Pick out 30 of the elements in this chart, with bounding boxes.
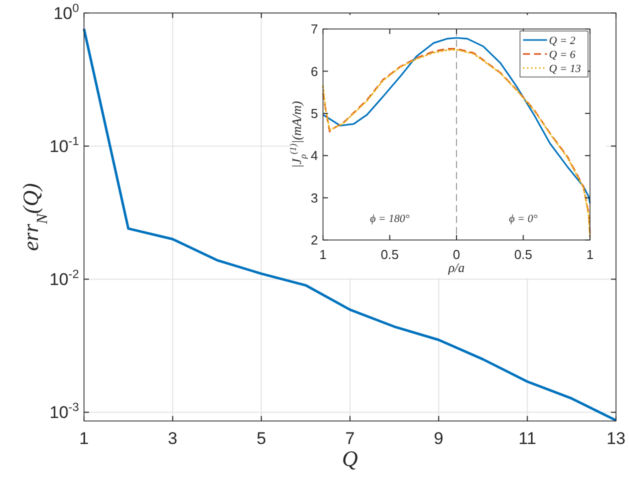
x-axis-title: ρ/a: [447, 260, 466, 275]
x-tick-label: 9: [434, 429, 444, 448]
x-tick-label: 0.5: [514, 247, 532, 262]
x-tick-label: 5: [256, 429, 266, 448]
y-tick-label: 10$^{0}$: [53, 0, 80, 23]
legend-label: Q = 2: [549, 35, 576, 47]
legend-label: Q = 6: [549, 49, 576, 61]
x-tick-label: 11: [518, 429, 536, 448]
x-tick-label: 0.5: [380, 247, 399, 262]
x-tick-label: 7: [345, 429, 355, 448]
x-tick-label: 0: [452, 247, 460, 262]
legend-label: Q = 13: [549, 63, 582, 75]
y-tick-label: 3: [310, 190, 318, 206]
y-tick-label: 5: [310, 106, 318, 121]
annotation: ϕ = 180°: [370, 213, 410, 225]
y-tick-label: 10$^{-2}$: [50, 267, 80, 290]
line-series: [322, 37, 591, 204]
y-tick-label: 4: [310, 148, 318, 164]
y-tick-label: 2: [310, 232, 318, 248]
y-tick-label: 10$^{-3}$: [50, 400, 80, 422]
x-tick-label: 3: [168, 429, 178, 448]
y-tick-label: 7: [310, 22, 318, 37]
x-tick-label: 13: [606, 429, 626, 448]
y-tick-label: 6: [310, 64, 318, 79]
annotation: ϕ = 0°: [508, 213, 538, 225]
y-tick-label: 10$^{-1}$: [50, 134, 80, 156]
x-tick-label: 1: [586, 247, 594, 262]
x-axis-title: Q: [342, 446, 358, 471]
x-tick-label: 1: [319, 247, 327, 262]
x-tick-label: 1: [79, 429, 89, 448]
